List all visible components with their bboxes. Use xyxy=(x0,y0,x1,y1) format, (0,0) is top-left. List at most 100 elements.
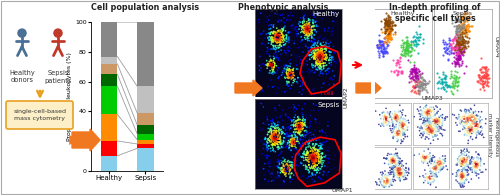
Point xyxy=(452,29,460,32)
Point xyxy=(394,140,402,143)
Point xyxy=(377,46,385,49)
Point xyxy=(329,56,337,59)
Point xyxy=(397,171,405,174)
Point xyxy=(318,45,326,48)
Point xyxy=(427,106,435,109)
Point xyxy=(461,113,469,117)
Point xyxy=(282,33,290,36)
Point xyxy=(374,47,382,50)
Point xyxy=(398,165,406,168)
Point xyxy=(281,25,289,28)
Point xyxy=(460,18,468,21)
Point xyxy=(292,141,300,144)
Point xyxy=(286,69,294,72)
Point xyxy=(296,24,304,27)
Point xyxy=(454,43,462,46)
Point xyxy=(462,108,470,112)
Point xyxy=(472,162,480,166)
Point xyxy=(260,63,268,66)
Point xyxy=(286,160,294,163)
Point xyxy=(417,125,425,128)
Point xyxy=(471,118,479,121)
Point xyxy=(482,65,490,68)
Point xyxy=(392,115,400,118)
Point xyxy=(278,146,285,149)
Point xyxy=(462,120,470,123)
Point xyxy=(276,142,284,145)
Point xyxy=(469,122,477,125)
Point xyxy=(475,117,483,121)
Point xyxy=(310,57,318,60)
Point xyxy=(392,112,400,115)
Point xyxy=(320,65,328,68)
Point xyxy=(392,134,400,137)
FancyBboxPatch shape xyxy=(6,101,73,129)
Point xyxy=(391,170,399,173)
Point xyxy=(310,162,318,165)
Point xyxy=(444,83,452,86)
Point xyxy=(256,63,264,66)
Point xyxy=(290,74,298,77)
Point xyxy=(297,130,305,133)
Point xyxy=(305,169,313,172)
Point xyxy=(470,120,478,123)
Point xyxy=(483,72,491,75)
Point xyxy=(428,124,436,128)
Point xyxy=(399,130,407,133)
Point xyxy=(412,66,420,69)
Point xyxy=(270,65,278,68)
Point xyxy=(463,123,471,126)
Point xyxy=(396,178,404,181)
Point xyxy=(284,144,292,147)
Point xyxy=(302,33,310,36)
Point xyxy=(386,173,394,176)
Point xyxy=(404,59,412,62)
Point xyxy=(388,160,396,163)
Point xyxy=(389,137,397,140)
Point xyxy=(476,162,484,166)
Point xyxy=(480,73,488,76)
Point xyxy=(386,179,394,182)
Point xyxy=(288,134,296,137)
Point xyxy=(415,24,423,27)
Point xyxy=(311,53,319,57)
Point xyxy=(314,48,322,51)
Point xyxy=(266,159,274,162)
Point xyxy=(411,83,419,87)
Point xyxy=(408,73,416,76)
Point xyxy=(295,124,303,128)
Point xyxy=(398,170,406,173)
Bar xyxy=(101,156,117,171)
Point xyxy=(392,64,400,67)
Point xyxy=(380,35,388,38)
Point xyxy=(394,152,402,155)
Point xyxy=(426,152,434,155)
Point xyxy=(314,156,322,159)
Point xyxy=(437,164,445,167)
Point xyxy=(414,109,422,113)
Point xyxy=(424,132,432,135)
Point xyxy=(382,118,390,121)
Point xyxy=(256,70,264,73)
Point xyxy=(290,24,298,27)
Point xyxy=(402,44,409,47)
Point xyxy=(458,61,466,64)
Point xyxy=(431,114,439,117)
Point xyxy=(285,67,293,70)
Point xyxy=(426,116,434,119)
Point xyxy=(460,156,468,159)
Point xyxy=(458,36,466,39)
Point xyxy=(299,127,307,130)
Point xyxy=(406,61,414,64)
Point xyxy=(273,142,281,145)
Point xyxy=(396,160,404,163)
Point xyxy=(300,30,308,33)
Point xyxy=(412,35,420,38)
Point xyxy=(275,166,283,169)
Point xyxy=(411,86,419,89)
Point xyxy=(473,133,481,136)
Point xyxy=(460,161,468,164)
Point xyxy=(423,90,431,93)
Point xyxy=(268,173,276,176)
Point xyxy=(404,46,412,49)
